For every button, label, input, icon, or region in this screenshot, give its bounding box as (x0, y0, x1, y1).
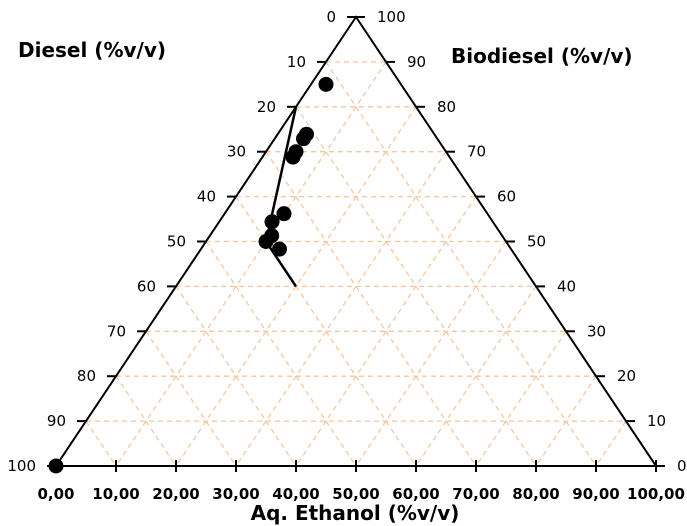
right-tick-label: 70 (467, 143, 486, 161)
right-tick-label: 60 (497, 188, 516, 206)
right-tick-label: 100 (377, 8, 406, 26)
data-point (48, 458, 64, 474)
grid-line-diesel (175, 286, 297, 467)
grid-line-ethanol (115, 61, 387, 467)
bottom-tick-label: 50,00 (332, 485, 379, 503)
bottom-tick-label: 20,00 (152, 485, 199, 503)
triangle-outline (54, 15, 658, 467)
grid-lines (85, 61, 627, 467)
data-point (318, 76, 334, 92)
bottom-tick-label: 30,00 (212, 485, 259, 503)
grid-line-ethanol (415, 286, 537, 467)
left-tick-label: 50 (167, 233, 186, 251)
left-tick-label: 0 (326, 8, 336, 26)
right-tick-label: 80 (437, 98, 456, 116)
grid-line-diesel (115, 375, 177, 467)
grid-line-diesel (265, 151, 477, 467)
grid-line-diesel (325, 61, 597, 467)
left-tick-label: 60 (137, 277, 156, 295)
data-point (285, 149, 301, 165)
right-tick-label: 10 (647, 412, 666, 430)
data-point (264, 214, 280, 230)
data-point (258, 234, 274, 249)
bottom-tick-label: 10,00 (92, 485, 139, 503)
left-tick-label: 40 (197, 188, 216, 206)
left-tick-label: 20 (257, 98, 276, 116)
grid-line-diesel (85, 420, 117, 467)
bottom-axis-title: Aq. Ethanol (%v/v) (251, 501, 460, 525)
bottom-tick-label: 100,00 (627, 485, 685, 503)
left-axis-title: Diesel (%v/v) (18, 38, 166, 62)
bottom-tick-label: 60,00 (392, 485, 439, 503)
grid-line-ethanol (535, 375, 597, 467)
right-tick-label: 20 (617, 367, 636, 385)
right-tick-label: 30 (587, 322, 606, 340)
left-tick-label: 30 (227, 143, 246, 161)
right-tick-label: 0 (677, 457, 687, 475)
left-tick-label: 90 (47, 412, 66, 430)
left-tick-label: 100 (7, 457, 36, 475)
left-tick-label: 80 (77, 367, 96, 385)
left-tick-label: 10 (287, 53, 306, 71)
right-tick-label: 40 (557, 277, 576, 295)
right-axis-title: Biodiesel (%v/v) (451, 44, 633, 68)
grid-line-ethanol (355, 241, 507, 467)
bottom-tick-label: 40,00 (272, 485, 319, 503)
grid-line-ethanol (235, 151, 447, 467)
grid-line-diesel (205, 241, 357, 467)
bottom-tick-label: 0,00 (37, 485, 74, 503)
grid-line-diesel (145, 330, 237, 467)
left-tick-label: 70 (107, 322, 126, 340)
grid-line-ethanol (595, 420, 627, 467)
bottom-tick-label: 80,00 (512, 485, 559, 503)
data-points (48, 76, 334, 474)
data-point (296, 131, 311, 147)
grid-line-ethanol (475, 330, 567, 467)
data-point (272, 241, 287, 257)
triangle-frame (54, 15, 658, 467)
right-tick-label: 90 (407, 53, 426, 71)
bottom-tick-label: 90,00 (572, 485, 619, 503)
axis-ticks (47, 16, 665, 472)
bottom-tick-label: 70,00 (452, 485, 499, 503)
data-point (276, 206, 292, 222)
right-tick-label: 50 (527, 233, 546, 251)
